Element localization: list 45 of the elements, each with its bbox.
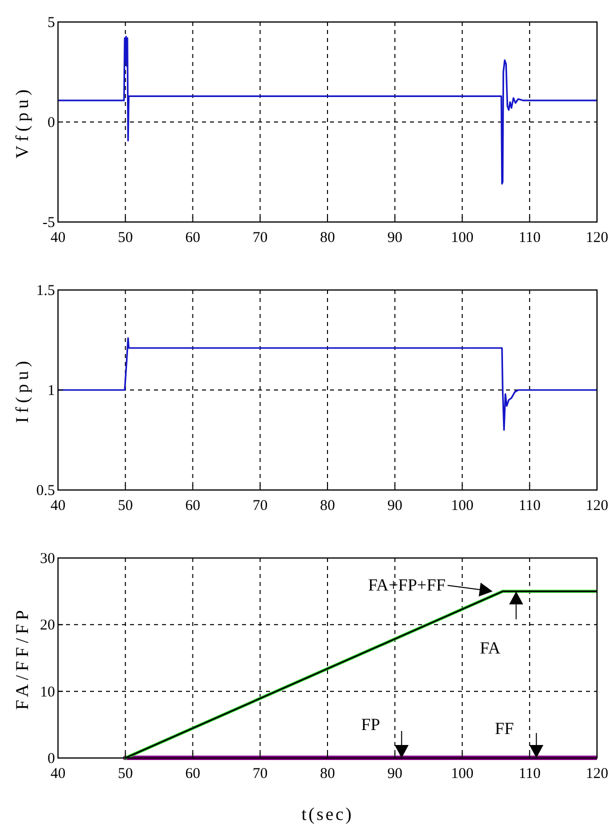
x-tick-label: 110 xyxy=(518,230,541,246)
x-tick-label: 60 xyxy=(185,230,200,246)
x-axis-title: t(sec) xyxy=(302,804,354,824)
annotation: FF xyxy=(494,719,514,738)
x-tick-label: 80 xyxy=(320,230,335,246)
x-tick-label: 80 xyxy=(320,766,335,782)
x-tick-label: 60 xyxy=(185,766,200,782)
x-tick-label: 100 xyxy=(451,498,474,514)
x-tick-label: 50 xyxy=(118,498,133,514)
x-tick-label: 70 xyxy=(252,230,268,246)
x-tick-label: 70 xyxy=(252,766,268,782)
y-tick-label: 20 xyxy=(40,618,55,634)
annotation: FA+FP+FF xyxy=(368,575,446,594)
x-tick-label: 70 xyxy=(252,498,268,514)
x-tick-label: 90 xyxy=(387,498,402,514)
x-tick-label: 50 xyxy=(118,230,133,246)
x-tick-label: 60 xyxy=(185,498,200,514)
x-tick-label: 90 xyxy=(387,230,402,246)
annotation: FA xyxy=(480,638,502,658)
y-tick-label: -5 xyxy=(42,215,55,231)
x-tick-label: 90 xyxy=(387,766,402,782)
x-tick-label: 40 xyxy=(50,766,66,782)
y-tick-label: 1.5 xyxy=(36,283,55,299)
y-axis-title: FA/FF/FP xyxy=(12,606,32,710)
y-tick-label: 0 xyxy=(48,751,55,767)
y-tick-label: 0 xyxy=(48,115,55,131)
x-tick-label: 120 xyxy=(586,498,608,514)
x-tick-label: 80 xyxy=(320,498,335,514)
y-tick-label: 0.5 xyxy=(36,483,55,499)
x-tick-label: 40 xyxy=(50,498,66,514)
x-tick-label: 40 xyxy=(50,230,66,246)
annotation: FP xyxy=(361,715,380,734)
x-tick-label: 100 xyxy=(451,766,474,782)
y-axis-title: If(pu) xyxy=(12,357,32,423)
y-tick-label: 10 xyxy=(40,684,55,700)
y-tick-label: 1 xyxy=(48,383,55,399)
x-tick-label: 120 xyxy=(586,766,608,782)
x-tick-label: 100 xyxy=(451,230,474,246)
y-tick-label: 30 xyxy=(40,551,55,567)
x-tick-label: 50 xyxy=(118,766,133,782)
x-tick-label: 120 xyxy=(586,230,608,246)
y-axis-title: Vf(pu) xyxy=(12,86,32,158)
y-tick-label: 5 xyxy=(48,15,55,31)
x-tick-label: 110 xyxy=(518,766,541,782)
x-tick-label: 110 xyxy=(518,498,541,514)
